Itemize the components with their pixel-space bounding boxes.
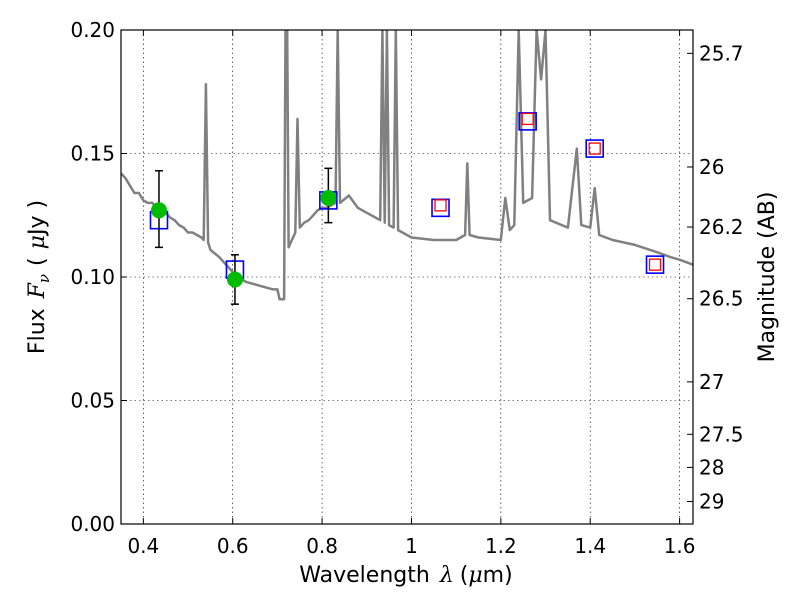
- detection-point: [226, 271, 243, 288]
- y-axis-unit-rest: Jy ): [25, 200, 50, 237]
- x-tick-label: 0.8: [306, 534, 338, 558]
- y-tick-label: 0.10: [70, 265, 115, 289]
- y-axis-symbol: F: [25, 282, 50, 299]
- x-axis-label-text: Wavelength: [299, 563, 430, 588]
- ticks: 0.4 0.6 0.8 1 1.2 1.4 1.6 0.00 0.05 0.10 0.15 0.20 2…: [70, 18, 743, 558]
- x-tick-label: 0.6: [217, 534, 249, 558]
- model-photometry-square: [645, 255, 665, 274]
- model-photometry-square: [585, 139, 604, 158]
- x-tick-label: 1.2: [485, 534, 517, 558]
- upper-limit-square: [521, 112, 534, 126]
- y-tick-label: 0.15: [70, 142, 115, 166]
- detection-point: [320, 189, 337, 206]
- y-axis-subscript: ν: [35, 274, 53, 283]
- y2-tick-label: 27.5: [699, 422, 744, 446]
- y-tick-label: 0.20: [70, 18, 115, 42]
- upper-limit-square: [588, 142, 601, 155]
- y-axis-label-text: Flux: [25, 308, 50, 354]
- upper-limit-square: [648, 258, 662, 271]
- y2-tick-label: 26.2: [699, 215, 744, 239]
- x-axis-label: Wavelength λ (μm): [299, 563, 512, 588]
- y2-tick-label: 28: [699, 455, 724, 479]
- y-axis-unit-open: (: [25, 257, 50, 266]
- x-tick-label: 0.4: [127, 534, 159, 558]
- upper-limit-square: [434, 199, 447, 212]
- x-tick-label: 1.4: [574, 534, 606, 558]
- plot-area: [121, 30, 693, 305]
- y2-tick-label: 26: [699, 155, 724, 179]
- y2-axis-label: Magnitude (AB): [755, 192, 780, 363]
- x-axis-unit-open: (: [460, 563, 469, 588]
- detection-point: [150, 202, 167, 219]
- x-axis-unit-rest: m): [483, 563, 513, 588]
- y-axis-label: Flux Fν ( μJy ): [25, 200, 53, 354]
- y-axis-unit-symbol: μ: [25, 235, 50, 249]
- marker-layer: [149, 112, 665, 305]
- y-tick-label: 0.05: [70, 389, 115, 413]
- x-axis-symbol: λ: [439, 563, 454, 588]
- y2-tick-label: 26.5: [699, 287, 744, 311]
- y2-tick-label: 27: [699, 370, 724, 394]
- y-tick-label: 0.00: [70, 512, 115, 536]
- x-tick-label: 1.6: [664, 534, 696, 558]
- x-tick-label: 1: [405, 534, 418, 558]
- x-axis-unit-symbol: μ: [468, 563, 482, 588]
- y2-tick-label: 25.7: [699, 41, 744, 65]
- y2-tick-label: 29: [699, 489, 724, 513]
